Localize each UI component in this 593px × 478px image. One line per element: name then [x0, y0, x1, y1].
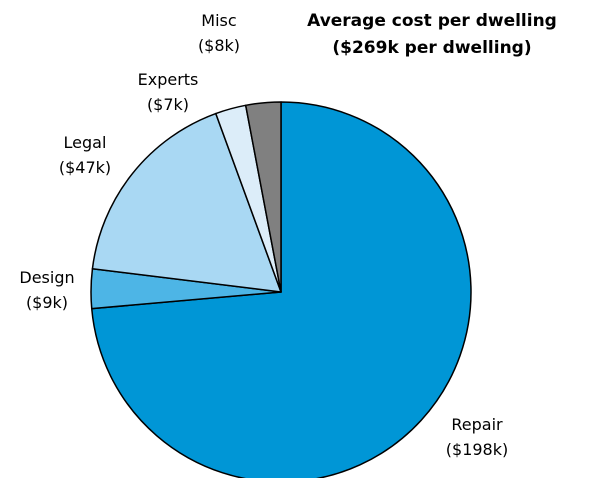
pie-slice-legal [91, 112, 282, 293]
slice-value-legal: ($47k) [59, 158, 111, 177]
pie-slice-misc [244, 101, 282, 293]
chart-title: Average cost per dwelling [307, 11, 557, 31]
pie-slices [90, 101, 472, 478]
slice-label-repair: Repair [451, 415, 503, 434]
slice-value-repair: ($198k) [446, 440, 508, 459]
slice-value-design: ($9k) [26, 293, 68, 312]
slice-label-experts: Experts [138, 70, 199, 89]
slice-value-experts: ($7k) [147, 95, 189, 114]
slice-value-misc: ($8k) [198, 36, 240, 55]
slice-label-misc: Misc [201, 11, 236, 30]
slice-label-legal: Legal [64, 133, 107, 152]
chart-subtitle: ($269k per dwelling) [332, 38, 531, 58]
slice-label-design: Design [19, 268, 74, 287]
